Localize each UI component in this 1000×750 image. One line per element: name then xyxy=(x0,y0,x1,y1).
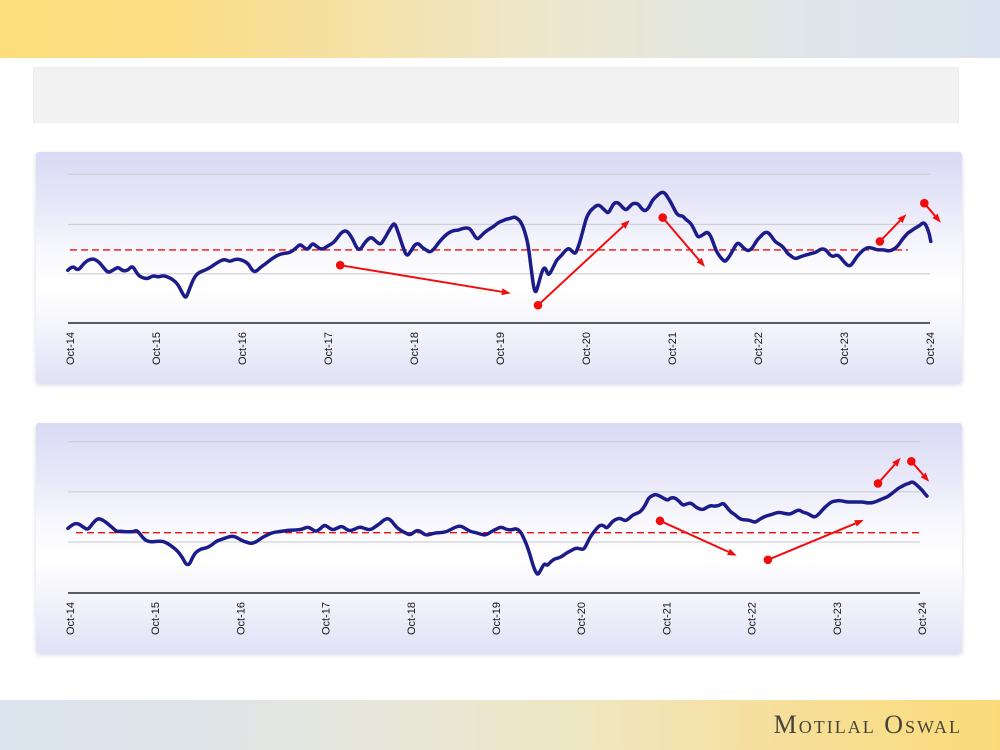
chart-panel-2: Oct-14 Oct-15 Oct-16 Oct-17 Oct-18 Oct-19 Oct-… xyxy=(36,423,962,653)
svg-text:Oct-22: Oct-22 xyxy=(753,332,765,365)
title-placeholder xyxy=(33,67,959,123)
svg-text:Oct-16: Oct-16 xyxy=(237,332,249,365)
chart-panel-1: Oct-14 Oct-15 Oct-16 Oct-17 Oct-18 Oct-19 Oct-… xyxy=(36,152,962,383)
svg-text:Oct-22: Oct-22 xyxy=(747,602,759,635)
svg-text:Oct-21: Oct-21 xyxy=(667,332,679,365)
svg-text:Oct-15: Oct-15 xyxy=(151,332,163,365)
svg-text:Oct-23: Oct-23 xyxy=(839,332,851,365)
svg-text:Oct-16: Oct-16 xyxy=(235,602,247,635)
svg-text:Oct-19: Oct-19 xyxy=(495,332,507,365)
top-banner xyxy=(0,0,1000,58)
svg-text:Oct-21: Oct-21 xyxy=(661,602,673,635)
svg-text:Oct-15: Oct-15 xyxy=(150,602,162,635)
svg-text:Oct-23: Oct-23 xyxy=(832,602,844,635)
svg-text:Oct-20: Oct-20 xyxy=(581,332,593,365)
svg-text:Oct-20: Oct-20 xyxy=(576,602,588,635)
svg-text:Oct-18: Oct-18 xyxy=(406,602,418,635)
brand-wordmark: Motilal Oswal xyxy=(773,710,962,739)
svg-text:Oct-17: Oct-17 xyxy=(323,332,335,365)
footer-band: Motilal Oswal xyxy=(0,700,1000,750)
svg-text:Oct-24: Oct-24 xyxy=(925,332,937,365)
svg-text:Oct-17: Oct-17 xyxy=(321,602,333,635)
svg-text:Oct-14: Oct-14 xyxy=(65,332,77,365)
svg-text:Oct-19: Oct-19 xyxy=(491,602,503,635)
svg-text:Oct-14: Oct-14 xyxy=(65,602,77,635)
chart-1-canvas: Oct-14 Oct-15 Oct-16 Oct-17 Oct-18 Oct-19 Oct-… xyxy=(65,173,941,365)
svg-text:Oct-24: Oct-24 xyxy=(917,602,929,635)
svg-text:Oct-18: Oct-18 xyxy=(409,332,421,365)
chart-2-canvas: Oct-14 Oct-15 Oct-16 Oct-17 Oct-18 Oct-19 Oct-… xyxy=(65,441,930,635)
